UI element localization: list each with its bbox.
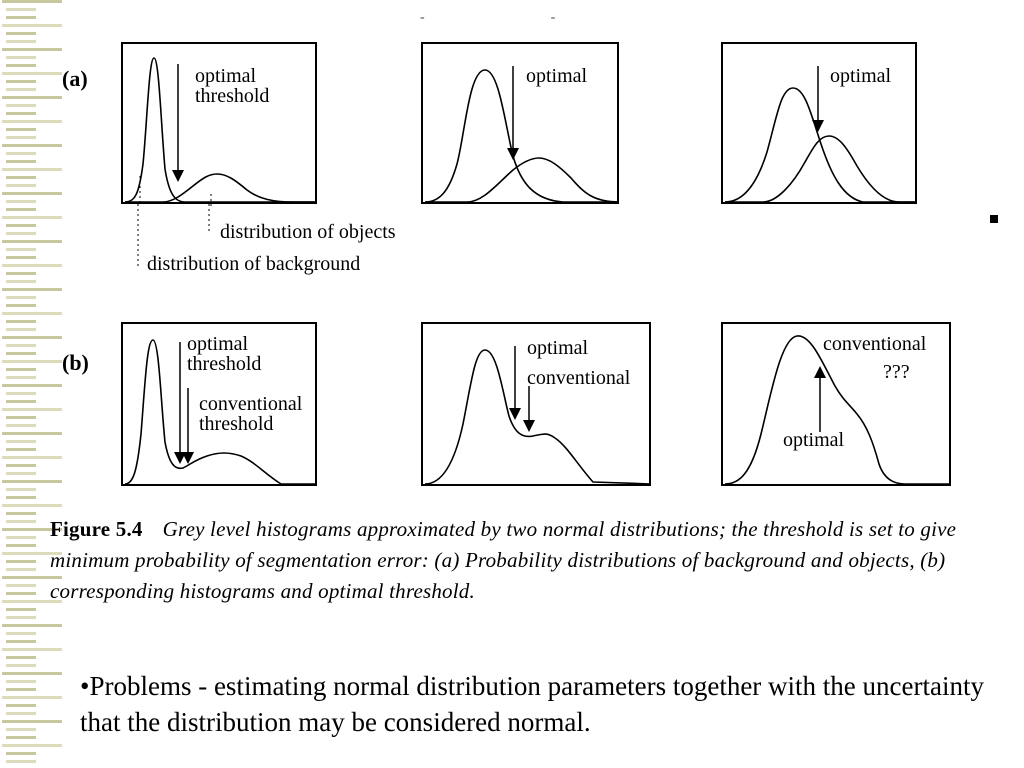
optimal-threshold-label-b1: optimal threshold: [187, 333, 262, 375]
panel-b2-histogram: [424, 346, 652, 485]
leader-lines: [137, 204, 210, 266]
problems-bullet: •Problems - estimating normal distributi…: [80, 671, 984, 737]
optimal-label-a3: optimal: [830, 65, 892, 87]
panel-a2-curves: [424, 66, 620, 203]
row-a-label: (a): [62, 66, 88, 91]
panel-b1: optimal threshold conventional threshold: [121, 322, 317, 486]
figure-number: Figure 5.4: [50, 517, 143, 541]
optimal-label-a2: optimal: [526, 65, 588, 87]
decorative-side-stripes: [2, 0, 62, 763]
background-distribution-label: distribution of background: [147, 253, 361, 275]
objects-distribution-label: distribution of objects: [220, 221, 396, 243]
objects-distribution-curve: [125, 173, 317, 203]
figure-caption: Figure 5.4 Grey level histograms approxim…: [50, 514, 980, 607]
panel-a3-curves: [724, 66, 917, 203]
optimal-label-b3: optimal: [783, 429, 845, 451]
panel-a1-curves: [124, 57, 317, 206]
row-b-label: (b): [62, 350, 89, 375]
background-distribution-curve: [124, 57, 317, 203]
panel-a3: optimal: [721, 42, 917, 204]
top-marks: - -: [420, 10, 556, 25]
conventional-label-b3: conventional: [823, 333, 927, 355]
square-bullet-icon: [990, 215, 998, 223]
conventional-label-b2: conventional: [527, 367, 631, 389]
figure-caption-text: Grey level histograms approximated by tw…: [50, 517, 957, 603]
panel-b3: conventional ??? optimal: [721, 322, 951, 486]
panel-b2: optimal conventional: [421, 322, 652, 486]
panel-a2: optimal: [421, 42, 620, 204]
panel-b3-histogram: [724, 335, 951, 485]
optimal-label-b2: optimal: [527, 337, 589, 359]
optimal-threshold-label: optimal threshold: [195, 65, 270, 107]
conventional-threshold-label-b1: conventional threshold: [199, 393, 303, 435]
question-marks-label: ???: [883, 361, 910, 383]
panel-a1: optimal threshold: [121, 42, 317, 206]
panel-b1-histogram: [124, 339, 317, 485]
